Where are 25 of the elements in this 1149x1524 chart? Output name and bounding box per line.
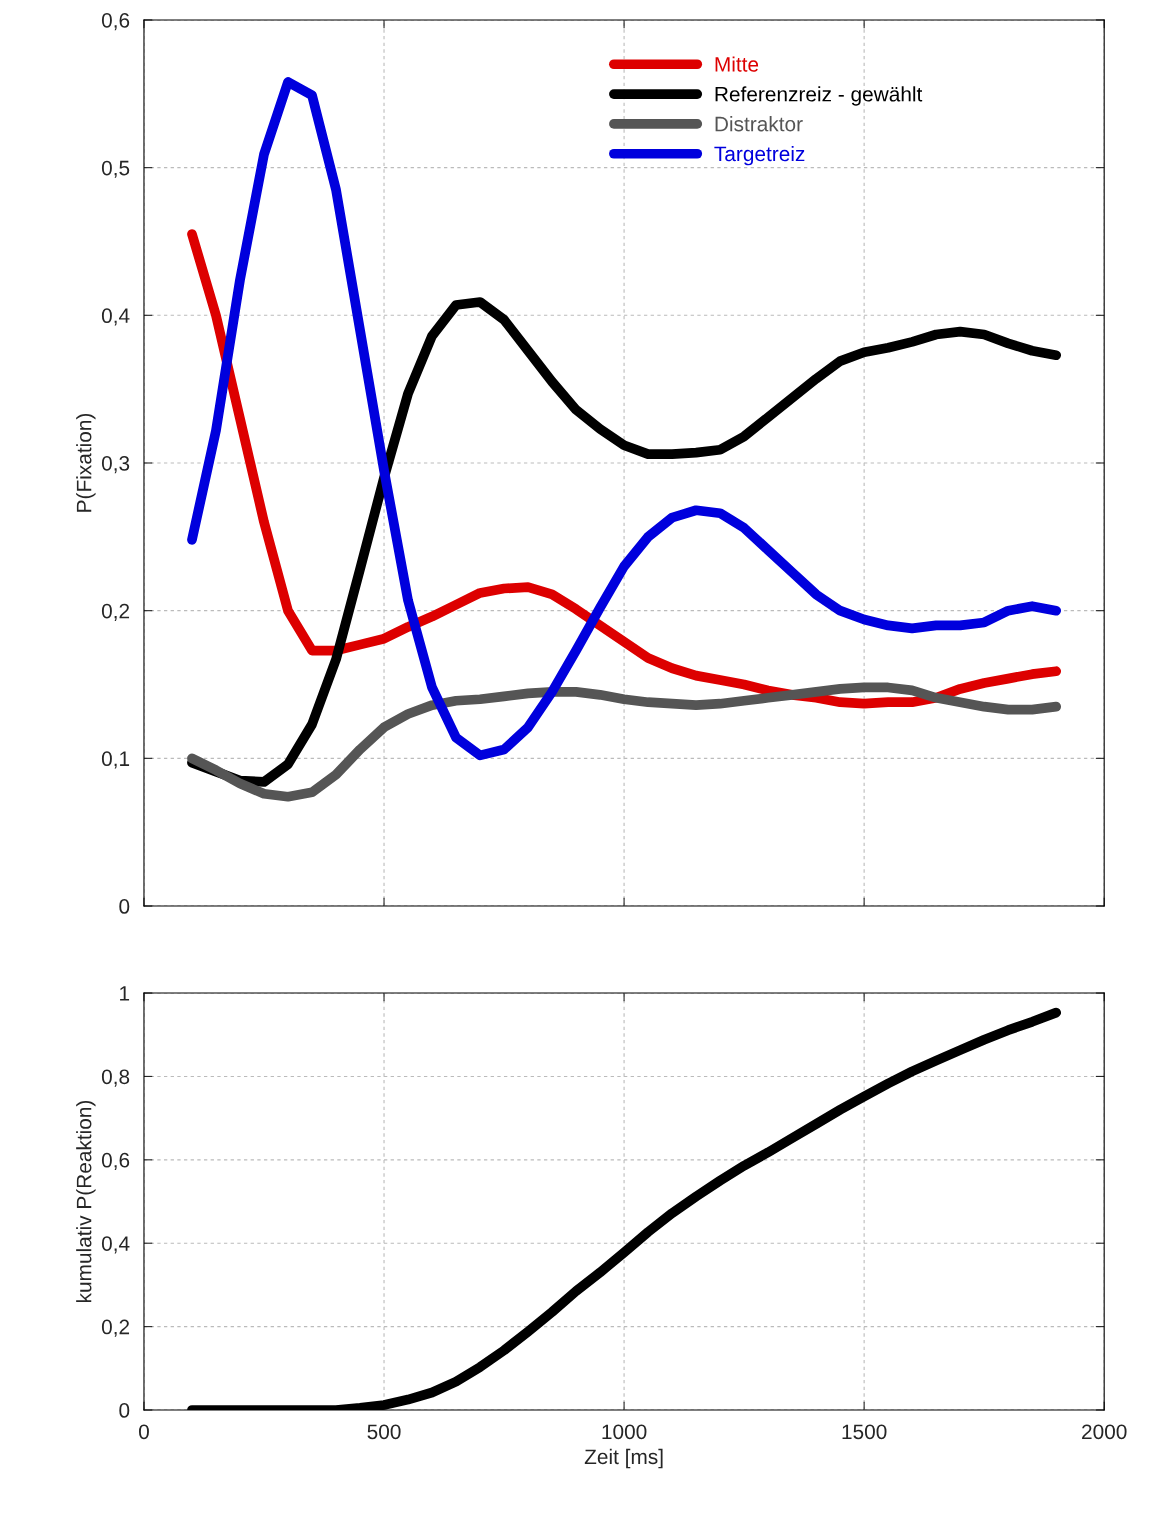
y-tick-label: 0,4	[101, 1236, 130, 1254]
y-tick-label: 0,4	[101, 308, 130, 326]
x-tick-label: 1000	[602, 1424, 647, 1440]
y-axis-title: P(Fixation)	[76, 413, 96, 512]
y-tick-label: 0,5	[101, 160, 130, 178]
legend-label: Targetreiz	[714, 145, 805, 166]
y-tick-label: 0,1	[101, 751, 130, 769]
y-tick-label: 0,6	[101, 12, 130, 31]
x-axis-title: Zeit [ms]	[584, 1448, 663, 1469]
y-tick-label: 0,8	[101, 1069, 130, 1087]
y-tick-label: 0,6	[101, 1152, 130, 1171]
legend-label: Distraktor	[715, 116, 803, 132]
x-tick-label: 500	[367, 1424, 401, 1440]
y-tick-label: 0,3	[101, 455, 130, 474]
y-tick-label: 0,2	[101, 1319, 130, 1337]
y-axis-title: kumulativ P(Reaktion)	[76, 1100, 96, 1302]
x-tick-label: 1500	[842, 1424, 887, 1440]
y-tick-label: 1	[120, 986, 130, 1001]
x-tick-label: 2000	[1082, 1424, 1127, 1440]
legend-label: Referenzreiz - gewählt	[715, 86, 923, 106]
y-tick-label: 0	[119, 1403, 130, 1418]
y-tick-label: 0,2	[101, 603, 130, 621]
x-tick-label: 0	[138, 1424, 149, 1440]
y-tick-label: 0	[119, 899, 130, 914]
legend-label: Mitte	[715, 56, 759, 72]
